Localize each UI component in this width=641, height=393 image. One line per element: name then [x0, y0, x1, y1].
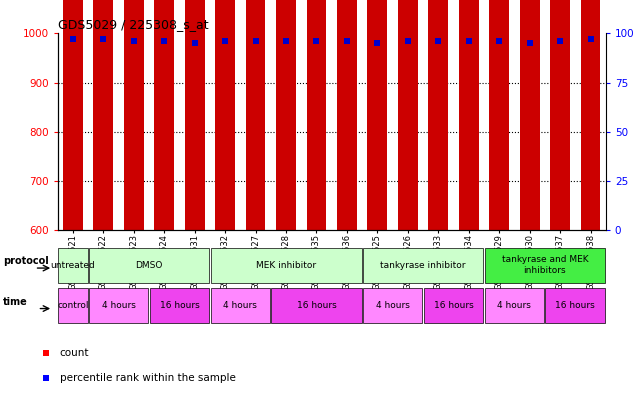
Point: [403, 38, 413, 44]
Bar: [210, 288, 271, 323]
Point: [296, 35, 306, 42]
Point: [281, 38, 291, 44]
Bar: [485, 288, 544, 323]
Point: [494, 38, 504, 44]
Text: 16 hours: 16 hours: [555, 301, 595, 310]
Bar: [428, 0, 448, 230]
Text: 4 hours: 4 hours: [224, 301, 257, 310]
Text: percentile rank within the sample: percentile rank within the sample: [60, 373, 235, 383]
Text: 4 hours: 4 hours: [102, 301, 135, 310]
Bar: [154, 0, 174, 230]
Bar: [520, 0, 540, 230]
Text: 4 hours: 4 hours: [376, 301, 410, 310]
Bar: [58, 288, 88, 323]
Bar: [306, 0, 326, 230]
Point: [220, 38, 230, 44]
Bar: [459, 0, 479, 230]
Bar: [63, 0, 83, 230]
Bar: [398, 0, 418, 230]
Point: [524, 40, 535, 46]
Point: [129, 38, 139, 44]
Text: untreated: untreated: [51, 261, 96, 270]
Text: tankyrase inhibitor: tankyrase inhibitor: [380, 261, 466, 270]
Bar: [271, 288, 362, 323]
Bar: [545, 288, 605, 323]
Bar: [550, 0, 570, 230]
Point: [433, 38, 444, 44]
Text: protocol: protocol: [3, 256, 49, 266]
Point: [342, 38, 352, 44]
Point: [372, 40, 383, 46]
Text: MEK inhibitor: MEK inhibitor: [256, 261, 316, 270]
Bar: [215, 0, 235, 230]
Bar: [88, 248, 210, 283]
Text: control: control: [57, 301, 88, 310]
Point: [159, 38, 169, 44]
Text: DMSO: DMSO: [135, 261, 163, 270]
Bar: [210, 248, 362, 283]
Bar: [363, 288, 422, 323]
Bar: [367, 0, 387, 230]
Bar: [88, 288, 149, 323]
Point: [555, 38, 565, 44]
Bar: [58, 248, 88, 283]
Point: [296, 258, 306, 264]
Text: tankyrase and MEK
inhibitors: tankyrase and MEK inhibitors: [501, 255, 588, 275]
Bar: [149, 288, 210, 323]
Bar: [276, 0, 296, 230]
Text: 16 hours: 16 hours: [433, 301, 474, 310]
Text: GDS5029 / 225308_s_at: GDS5029 / 225308_s_at: [58, 18, 208, 31]
Point: [190, 40, 200, 46]
Bar: [124, 0, 144, 230]
Bar: [489, 0, 509, 230]
Bar: [363, 248, 483, 283]
Text: count: count: [60, 348, 89, 358]
Bar: [94, 0, 113, 230]
Point: [463, 38, 474, 44]
Point: [251, 38, 261, 44]
Text: 4 hours: 4 hours: [497, 301, 531, 310]
Bar: [246, 0, 265, 230]
Point: [98, 36, 108, 42]
Text: 16 hours: 16 hours: [160, 301, 199, 310]
Bar: [185, 0, 204, 230]
Point: [585, 36, 595, 42]
Point: [312, 38, 322, 44]
Bar: [424, 288, 483, 323]
Text: 16 hours: 16 hours: [297, 301, 337, 310]
Text: time: time: [3, 297, 28, 307]
Point: [68, 36, 78, 42]
Bar: [581, 0, 601, 230]
Bar: [485, 248, 605, 283]
Bar: [337, 0, 357, 230]
